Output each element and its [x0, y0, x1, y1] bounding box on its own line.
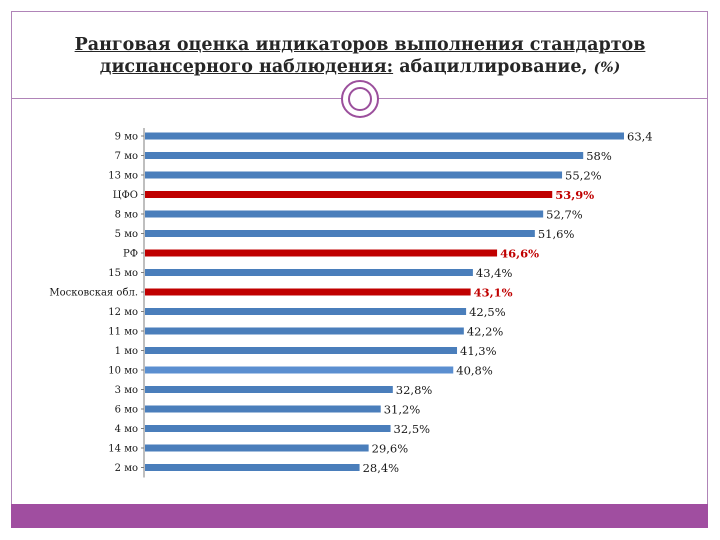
title-line-1: Ранговая оценка индикаторов выполнения с… — [74, 35, 646, 55]
data-label: 52,7% — [546, 208, 583, 222]
category-label: РФ — [123, 249, 138, 260]
decorative-ring-inner — [348, 87, 372, 111]
data-label: 53,9% — [555, 188, 594, 202]
bar — [145, 171, 563, 179]
bar — [145, 230, 535, 237]
data-label: 41,3% — [460, 344, 497, 358]
data-label: 63,4 — [627, 130, 653, 144]
data-label: 51,6% — [538, 227, 575, 241]
slide-title: Ранговая оценка индикаторов выполнения с… — [20, 34, 700, 79]
data-label: 46,6% — [500, 247, 539, 261]
category-label: 4 мо — [115, 424, 138, 435]
bar — [145, 269, 473, 276]
category-label: 9 мо — [115, 132, 138, 143]
bar — [145, 366, 454, 374]
category-label: Московская обл. — [49, 288, 138, 299]
category-label: 7 мо — [115, 151, 138, 162]
category-label: 10 мо — [108, 366, 138, 377]
category-label: 8 мо — [115, 210, 138, 221]
data-label: 32,8% — [396, 383, 433, 397]
data-label: 31,2% — [384, 403, 421, 417]
category-label: 14 мо — [108, 444, 138, 455]
category-label: ЦФО — [113, 190, 138, 201]
decorative-ring-icon — [341, 80, 379, 118]
data-label: 55,2% — [565, 169, 602, 183]
title-line-2-underlined: диспансерного наблюдения: — [99, 57, 394, 77]
data-label: 32,5% — [394, 422, 431, 436]
bar — [145, 444, 369, 452]
bar — [145, 288, 471, 296]
data-label: 40,8% — [456, 364, 493, 378]
category-label: 3 мо — [115, 385, 138, 396]
bar — [145, 464, 360, 471]
category-label: 12 мо — [108, 307, 138, 318]
title-unit: (%) — [593, 60, 621, 76]
category-label: 11 мо — [108, 327, 138, 338]
bar — [145, 386, 393, 393]
bar — [145, 191, 553, 198]
data-label: 58% — [586, 149, 612, 163]
category-label: 1 мо — [115, 346, 138, 357]
category-label: 15 мо — [108, 268, 138, 279]
category-label: 6 мо — [115, 405, 138, 416]
data-label: 29,6% — [372, 442, 409, 456]
bar — [145, 308, 467, 315]
category-label: 5 мо — [115, 229, 138, 240]
data-label: 42,5% — [469, 305, 506, 319]
bar — [145, 347, 458, 354]
bar — [145, 425, 391, 432]
bar — [145, 405, 381, 413]
bar — [145, 327, 464, 335]
bar — [145, 152, 584, 159]
footer-accent-bar — [11, 504, 708, 528]
data-label: 43,1% — [474, 286, 513, 300]
bar — [145, 132, 624, 140]
bar — [145, 249, 498, 257]
category-label: 2 мо — [115, 463, 138, 474]
category-label: 13 мо — [108, 171, 138, 182]
data-label: 28,4% — [363, 461, 400, 475]
data-label: 43,4% — [476, 266, 513, 280]
title-line-2: диспансерного наблюдения: абациллировани… — [20, 56, 700, 79]
data-label: 42,2% — [467, 325, 504, 339]
bar — [145, 210, 544, 218]
title-line-2-rest: абациллирование, — [393, 57, 588, 77]
